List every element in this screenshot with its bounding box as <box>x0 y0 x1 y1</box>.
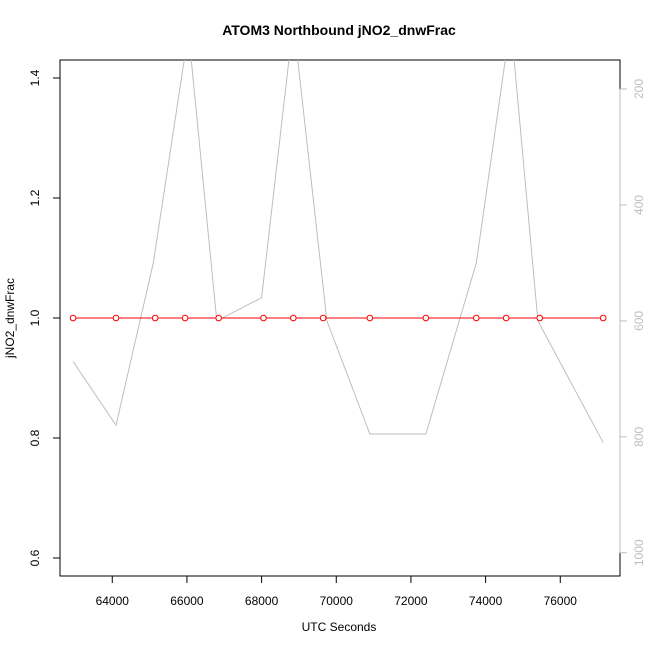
right-y-tick-label: 800 <box>632 427 646 447</box>
data-point <box>536 314 544 322</box>
data-point <box>422 314 430 322</box>
data-point <box>472 314 480 322</box>
gray-series-line <box>72 60 604 443</box>
x-axis: 64000 66000 68000 70000 72000 74000 76000 <box>96 575 578 608</box>
x-tick-label: 74000 <box>469 594 503 608</box>
y-tick-label: 1.0 <box>28 309 42 326</box>
data-point <box>319 314 327 322</box>
data-point <box>290 314 297 322</box>
x-axis-label: UTC Seconds <box>302 620 377 634</box>
data-point <box>112 314 120 322</box>
right-y-tick-label: 400 <box>632 195 646 215</box>
x-tick-label: 72000 <box>394 594 428 608</box>
y-tick-label: 1.2 <box>28 189 42 206</box>
chart-title: ATOM3 Northbound jNO2_dnwFrac <box>222 22 456 38</box>
y-tick-label: 0.8 <box>28 429 42 446</box>
data-point <box>366 314 374 322</box>
data-point <box>69 314 77 322</box>
x-tick-label: 66000 <box>170 594 204 608</box>
data-point <box>151 314 159 322</box>
x-tick-label: 76000 <box>544 594 578 608</box>
y-tick-label: 1.4 <box>28 69 42 86</box>
right-y-tick-label: 600 <box>632 311 646 331</box>
y-axis: 0.6 0.8 1.0 1.2 1.4 <box>28 69 61 566</box>
y-tick-label: 0.6 <box>28 549 42 566</box>
right-y-tick-label: 1000 <box>632 539 646 566</box>
x-tick-label: 64000 <box>96 594 130 608</box>
data-point <box>502 314 510 322</box>
right-y-axis: 200 400 600 800 1000 <box>619 79 646 566</box>
data-point <box>260 314 267 322</box>
right-y-tick-label: 200 <box>632 79 646 99</box>
data-point <box>181 314 189 322</box>
data-point <box>215 314 222 322</box>
x-tick-label: 70000 <box>320 594 354 608</box>
y-axis-label: jNO2_dnwFrac <box>3 278 17 359</box>
data-point <box>599 314 607 322</box>
series-layer <box>69 60 607 443</box>
x-tick-label: 68000 <box>245 594 279 608</box>
